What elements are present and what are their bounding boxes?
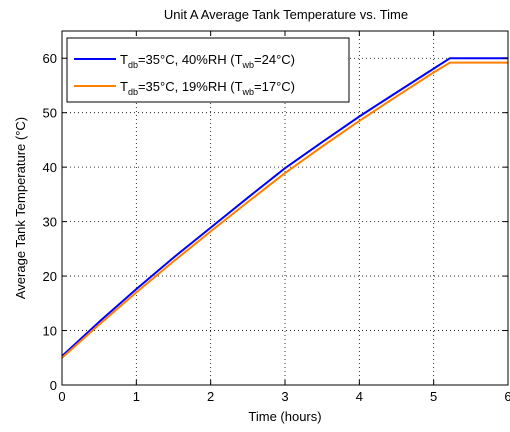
x-tick-label: 2 — [207, 389, 214, 404]
y-tick-label: 50 — [43, 106, 57, 121]
x-tick-label: 1 — [133, 389, 140, 404]
chart-title: Unit A Average Tank Temperature vs. Time — [164, 7, 408, 22]
grid-lines — [62, 31, 508, 385]
series-layer — [61, 57, 508, 359]
y-tick-label: 40 — [43, 160, 57, 175]
series-line-2 — [61, 61, 508, 359]
y-tick-label: 0 — [50, 378, 57, 393]
series-line-1 — [61, 57, 508, 357]
y-tick-label: 60 — [43, 51, 57, 66]
x-axis-label: Time (hours) — [248, 409, 321, 424]
x-tick-label: 5 — [430, 389, 437, 404]
y-tick-label: 10 — [43, 324, 57, 339]
y-axis-label: Average Tank Temperature (°C) — [13, 117, 28, 299]
x-tick-label: 6 — [504, 389, 510, 404]
y-tick-labels: 0 10 20 30 40 50 60 — [43, 51, 57, 393]
x-tick-labels: 0 1 2 3 4 5 6 — [58, 389, 510, 404]
legend-box — [66, 37, 350, 103]
y-tick-label: 30 — [43, 215, 57, 230]
legend-label-series-2: Tdb=35°C, 19%RH (Twb=17°C) — [120, 79, 295, 97]
x-tick-label: 4 — [356, 389, 363, 404]
axis-ticks — [61, 31, 509, 386]
legend-label-series-1: Tdb=35°C, 40%RH (Twb=24°C) — [120, 52, 295, 70]
x-tick-label: 0 — [58, 389, 65, 404]
x-tick-label: 3 — [281, 389, 288, 404]
y-tick-label: 20 — [43, 269, 57, 284]
legend: Tdb=35°C, 40%RH (Twb=24°C) Tdb=35°C, 19%… — [66, 37, 350, 103]
